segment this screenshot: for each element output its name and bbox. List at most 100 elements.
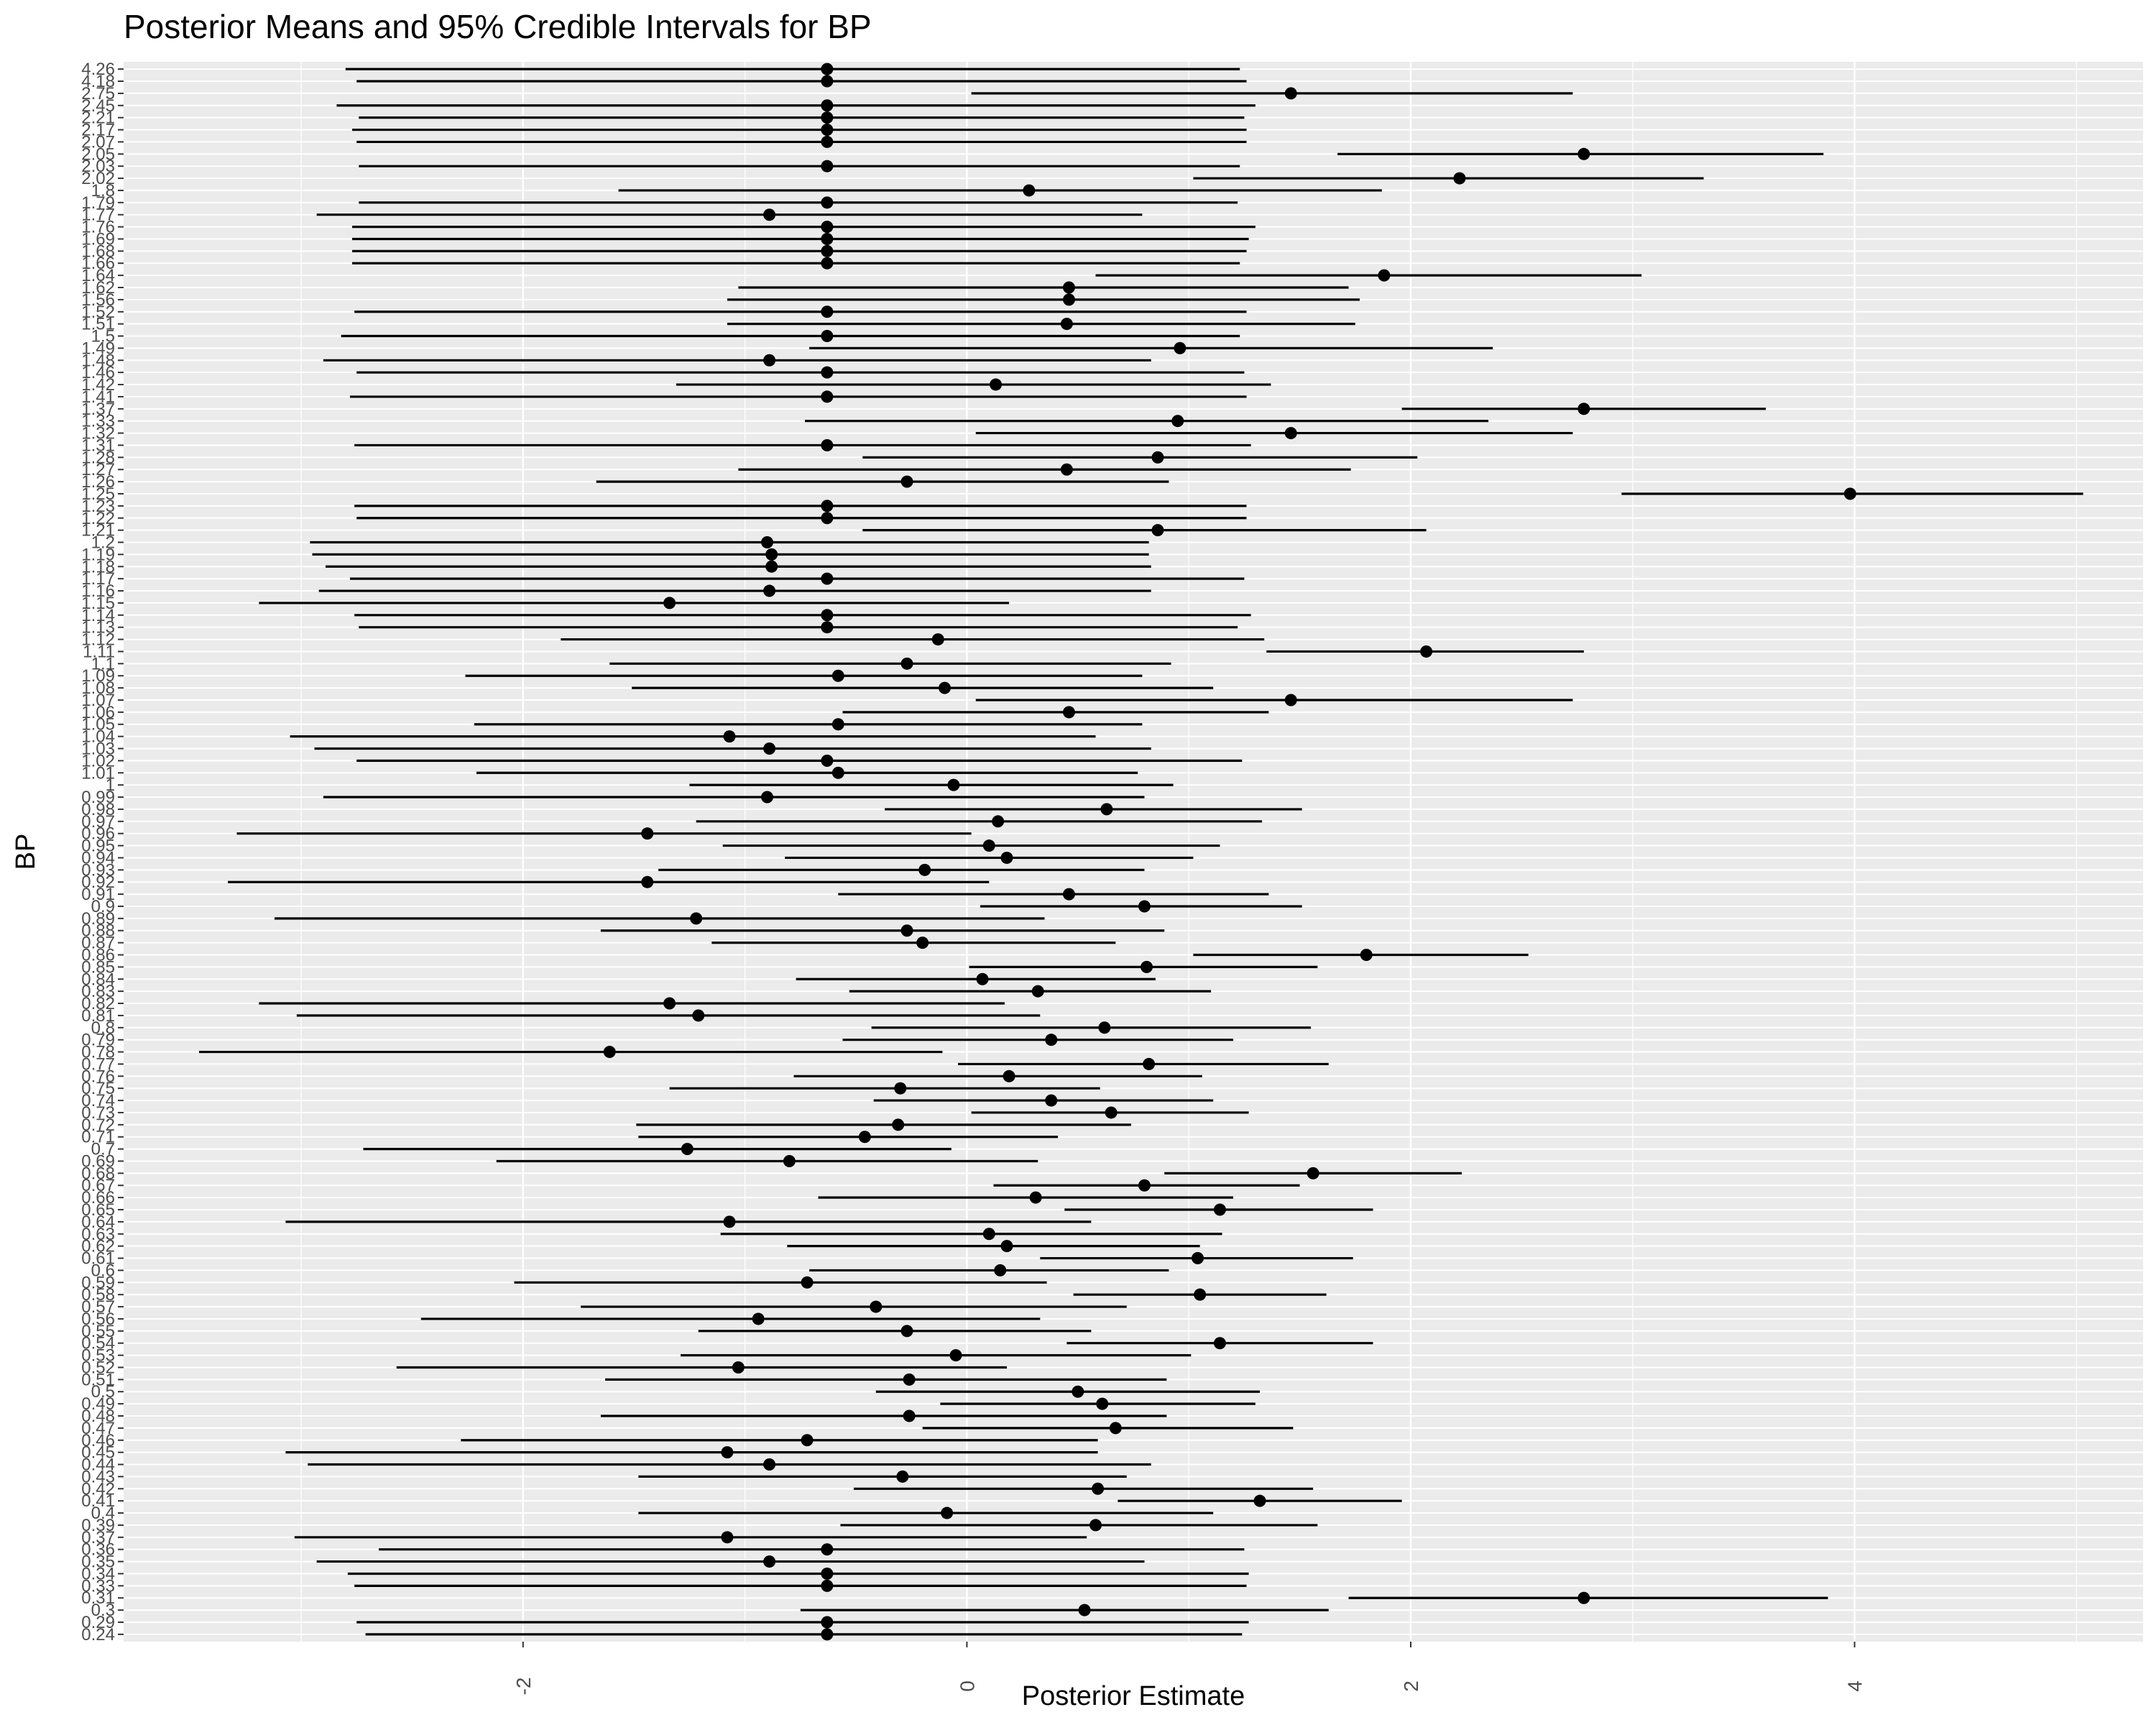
y-tick-label: 0.98 [81,800,115,819]
posterior-mean-point [1151,524,1164,537]
posterior-mean-point [723,730,736,743]
y-tick-label: 0.61 [81,1249,115,1269]
y-tick-label: 1.12 [81,630,115,650]
y-tick-label: 1.09 [81,666,115,686]
y-tick-label: 1.14 [81,606,115,625]
posterior-mean-point [982,840,995,852]
posterior-mean-point [1378,269,1391,282]
posterior-mean-point [752,1312,765,1325]
y-tick-label: 0.72 [81,1116,115,1135]
posterior-mean-point [763,354,776,367]
posterior-mean-point [801,1434,814,1447]
posterior-mean-point [1307,1167,1319,1179]
posterior-mean-point [821,221,834,234]
y-tick-label: 0.89 [81,909,115,929]
posterior-mean-point [1577,1591,1590,1604]
posterior-mean-point [916,937,929,949]
posterior-mean-point [681,1143,694,1156]
y-tick-label: 0.79 [81,1031,115,1050]
posterior-mean-point [821,63,834,75]
posterior-mean-point [821,754,834,767]
posterior-mean-point [801,1276,814,1289]
posterior-mean-point [821,99,834,112]
y-tick-label: 0.81 [81,1006,115,1026]
y-tick-label: 0.56 [81,1310,115,1329]
posterior-mean-point [1284,87,1297,100]
y-tick-label: 0.95 [81,837,115,856]
y-tick-label: 0.54 [81,1334,115,1353]
posterior-mean-point [992,815,1005,828]
posterior-mean-point [858,1131,871,1144]
x-tick-label: 2 [1400,1680,1422,1692]
y-tick-label: 0.91 [81,885,115,904]
posterior-mean-point [1000,851,1013,864]
y-tick-label: 1.06 [81,703,115,722]
posterior-mean-point [947,778,960,791]
posterior-mean-point [1078,1604,1091,1616]
posterior-mean-point [1062,888,1075,901]
y-tick-label: 0.33 [81,1576,115,1596]
posterior-mean-point [1003,1070,1015,1082]
posterior-mean-point [723,1215,736,1228]
y-tick-label: 1.13 [81,618,115,638]
posterior-mean-point [1138,900,1151,913]
posterior-mean-point [821,1567,834,1580]
y-tick-label: 1.77 [81,206,115,225]
posterior-mean-point [821,232,834,245]
posterior-mean-point [1174,341,1187,354]
y-tick-label: 0.82 [81,994,115,1013]
y-tick-label: 0.74 [81,1091,115,1110]
posterior-mean-point [892,1118,905,1131]
posterior-mean-point [763,208,776,221]
y-tick-label: 1.42 [81,375,115,395]
posterior-mean-point [1098,1021,1111,1034]
y-tick-label: 4.18 [81,72,115,91]
posterior-mean-point [821,160,834,172]
posterior-mean-point [1029,1191,1042,1204]
posterior-mean-point [821,111,834,124]
plot-panel [124,62,2143,1642]
y-tick-label: 1.64 [81,266,115,285]
posterior-mean-point [1843,487,1856,500]
posterior-mean-point [783,1154,796,1167]
posterior-mean-point [1453,172,1466,185]
posterior-mean-point [941,1506,954,1519]
y-tick-label: 0.93 [81,860,115,880]
posterior-mean-point [763,584,776,597]
y-tick-label: 1.02 [81,751,115,770]
y-tick-label: 0.9 [91,897,115,916]
y-tick-label: 0.75 [81,1079,115,1098]
y-axis-title: BP [11,834,41,870]
y-tick-label: 1.49 [81,339,115,358]
y-tick-label: 1.46 [81,363,115,382]
y-tick-label: 1.01 [81,763,115,783]
y-tick-label: 1.25 [81,484,115,504]
posterior-mean-point [821,1616,834,1629]
posterior-mean-point [663,997,676,1010]
posterior-mean-point [765,548,778,561]
posterior-mean-point [721,1531,734,1544]
posterior-mean-point [1171,415,1184,428]
y-tick-label: 0.55 [81,1322,115,1341]
y-tick-label: 0.29 [81,1613,115,1632]
posterior-mean-point [1284,427,1297,440]
posterior-mean-point [1284,694,1297,707]
y-tick-label: 0.41 [81,1491,115,1511]
posterior-mean-point [1092,1482,1105,1495]
posterior-mean-point [896,1470,909,1483]
y-tick-label: 2.05 [81,144,115,164]
posterior-mean-point [763,1458,776,1471]
y-tick-label: 0.68 [81,1164,115,1183]
chart-title: Posterior Means and 95% Credible Interva… [124,8,872,45]
posterior-mean-point [1577,402,1590,415]
posterior-mean-point [821,305,834,318]
posterior-mean-point [1192,1252,1204,1265]
y-tick-label: 0.85 [81,957,115,977]
y-tick-label: 1.26 [81,472,115,492]
y-tick-label: 0.87 [81,934,115,953]
y-tick-label: 1.79 [81,193,115,213]
interval-lines [198,68,2083,1636]
posterior-mean-point [982,1228,995,1241]
posterior-mean-point [603,1046,616,1059]
y-tick-label: 0.48 [81,1407,115,1426]
